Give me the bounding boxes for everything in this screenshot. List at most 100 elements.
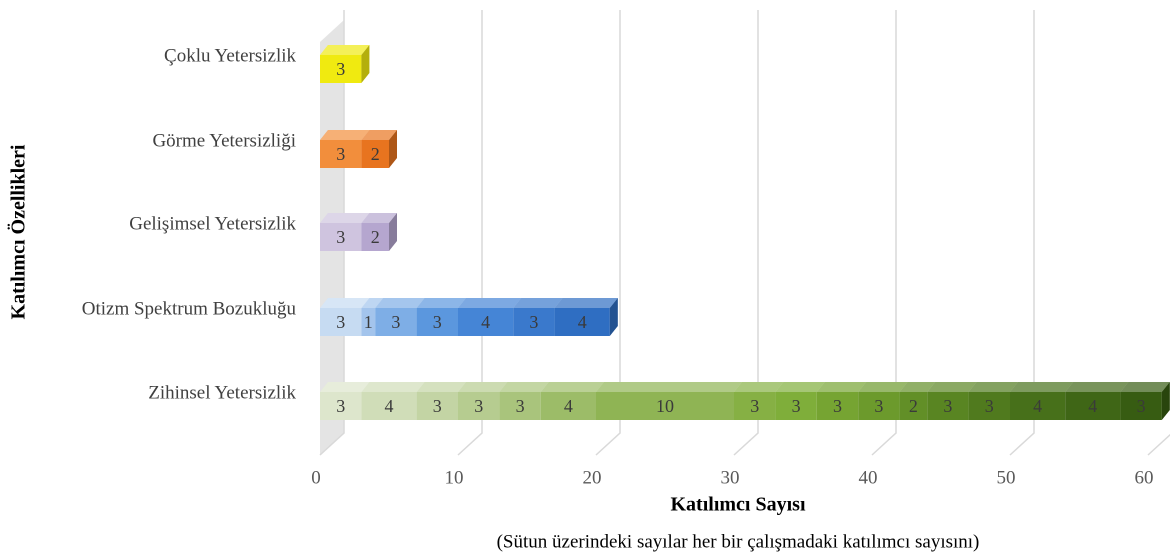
x-axis-note: (Sütun üzerindeki sayılar her bir çalışm… [497,531,980,552]
grid-line [457,10,483,456]
bar-end-shade [389,130,397,168]
x-tick-label: 10 [445,467,464,488]
bar-top [734,382,784,392]
data-label: 3 [1137,396,1146,416]
bar-top-shade [927,382,977,392]
bar-top-shade [458,298,522,308]
bar-top-shade [858,382,908,392]
bar-segment [361,140,389,168]
x-tick-label: 60 [1135,467,1154,488]
grid-line [871,10,897,456]
bar-segment [816,392,859,420]
bar-top-shade [361,298,384,308]
y-tick-label: Gelişimsel Yetersizlik [129,213,296,234]
bar-top-shade [361,382,425,392]
bar-top [320,213,370,223]
bar-top-shade [375,298,425,308]
bar-top-shade [320,45,370,55]
bar-top-shade [775,382,825,392]
data-label: 3 [833,396,842,416]
x-tick-label: 50 [997,467,1016,488]
bar-segment [968,392,1010,420]
bar-top [554,298,618,308]
bar-end [389,213,397,251]
data-label: 4 [578,312,587,332]
bar-end [1161,382,1170,420]
bar-top-shade [361,213,397,223]
data-label: 10 [656,396,674,416]
data-label: 2 [909,396,918,416]
bar-top [1120,382,1170,392]
bar-top-shade [320,213,370,223]
bar-top [458,298,522,308]
data-label: 3 [874,396,883,416]
bar-top [361,382,425,392]
bar-top [1065,382,1129,392]
plot: 0 10 20 30 40 50 60 Zihinsel Yetersizlik 3 4 3 3 3 4 1… [82,10,1170,488]
bar-end-shade [389,213,397,251]
bar-segment [499,392,541,420]
bar-top-shade [361,130,397,140]
data-label: 3 [943,396,952,416]
bar-segment [1120,392,1162,420]
data-label: 1 [364,312,373,332]
bar-segment [361,223,389,251]
data-label: 3 [391,312,400,332]
bar-top [858,382,908,392]
bar-top [375,298,425,308]
bar-segment [775,392,817,420]
data-label: 3 [985,396,994,416]
bar-top [320,45,370,55]
bar-segment [320,140,362,168]
y-tick-label: Zihinsel Yetersizlik [148,382,296,403]
data-label: 2 [371,144,380,164]
bar-top [320,298,370,308]
data-label: 3 [474,396,483,416]
bar-top [1010,382,1074,392]
bar-top [596,382,742,392]
bar-segment [1010,392,1066,420]
bar-segment [513,308,555,336]
bar-top [361,298,384,308]
y-tick-label: Çoklu Yetersizlik [164,45,296,66]
bar-end-shade [609,298,618,336]
bar-top-shade [596,382,742,392]
bar-top-shade [1065,382,1129,392]
bar-top [361,213,397,223]
bar-top-shade [416,382,466,392]
bar-segment [416,308,458,336]
bar-segment [361,308,376,336]
x-tick-label: 30 [721,467,740,488]
bar-segment [320,223,362,251]
bar-end [389,130,397,168]
bar-segment [596,392,734,420]
grid-line [1009,10,1035,456]
bar-top-shade [899,382,936,392]
bar-segment [320,392,362,420]
bar-top-shade [540,382,604,392]
bar-segment [375,308,417,336]
bar-end [609,298,618,336]
bar-top [816,382,867,392]
bar-segment [554,308,610,336]
y-axis-title: Katılımcı Özellikleri [7,144,30,319]
bar-segment [320,308,362,336]
data-label: 4 [481,312,490,332]
grid-line [1147,433,1170,456]
x-tick-label: 0 [311,467,321,488]
bar-top [927,382,977,392]
data-label: 4 [564,396,573,416]
y-tick-label: Otizm Spektrum Bozukluğu [82,298,297,319]
data-label: 3 [336,59,345,79]
bar-end [361,45,370,83]
bar-top [458,382,508,392]
data-label: 3 [792,396,801,416]
data-label: 3 [433,312,442,332]
bar-top-shade [499,382,549,392]
bar-top-shade [554,298,618,308]
bar-top [775,382,825,392]
bar-top-shade [968,382,1018,392]
bar-top [899,382,936,392]
y-tick-label: Görme Yetersizliği [152,130,296,151]
bar-top [416,298,466,308]
